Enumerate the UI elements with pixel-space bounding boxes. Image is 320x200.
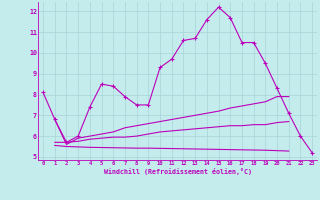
X-axis label: Windchill (Refroidissement éolien,°C): Windchill (Refroidissement éolien,°C) bbox=[104, 168, 252, 175]
